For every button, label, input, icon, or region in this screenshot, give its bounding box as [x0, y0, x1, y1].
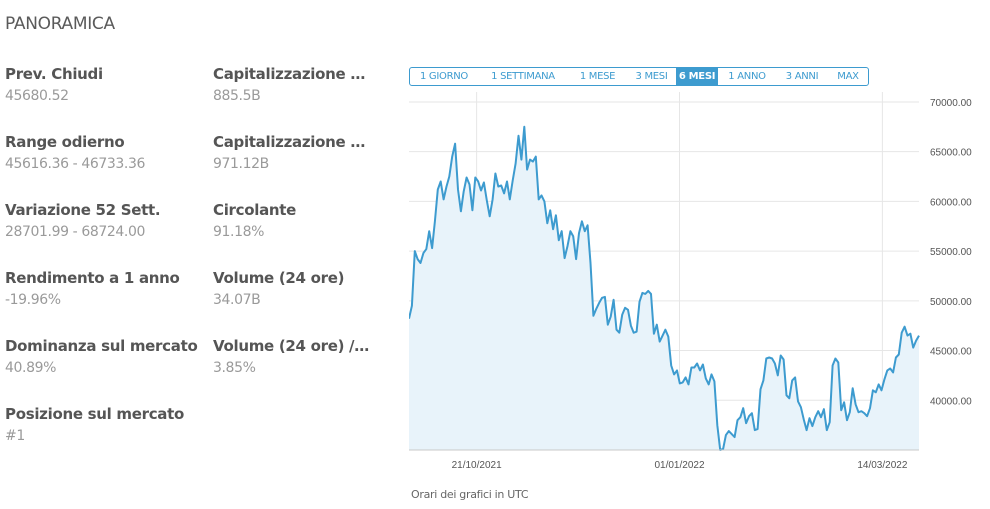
chart-timezone-note: Orari dei grafici in UTC	[411, 488, 529, 501]
stat-label: Circolante	[213, 201, 297, 219]
tab-3-anni[interactable]: 3 ANNI	[785, 71, 819, 82]
x-axis: 21/10/2021 01/01/2022 14/03/2022	[409, 449, 919, 471]
stat-value: 40.89%	[5, 360, 56, 376]
y-axis: 70000.00 65000.00 60000.00 55000.00 50000.00…	[930, 98, 972, 407]
stat-label: Variazione 52 Sett.	[5, 201, 161, 219]
stat-label: Dominanza sul mercato	[5, 337, 198, 355]
stat-market-cap: Capitalizzazione di ... 885.5B	[213, 65, 373, 104]
stat-market-rank: Posizione sul mercato #1	[5, 405, 200, 444]
stat-label: Posizione sul mercato	[5, 405, 184, 423]
y-tick-label: 60000.00	[930, 197, 972, 208]
tab-3-mesi[interactable]: 3 MESI	[635, 71, 668, 82]
stat-1-year-return: Rendimento a 1 anno -19.96%	[5, 269, 200, 308]
stat-value: 34.07B	[213, 292, 261, 308]
stat-volume-24h: Volume (24 ore) 34.07B	[213, 269, 373, 308]
price-line	[409, 125, 920, 451]
section-title: PANORAMICA	[5, 14, 115, 34]
tab-1-giorno[interactable]: 1 GIORNO	[419, 71, 468, 82]
stat-label: Range odierno	[5, 133, 125, 151]
price-area	[409, 126, 919, 451]
tab-6-mesi[interactable]: 6 MESI	[676, 68, 718, 85]
stat-label: Prev. Chiudi	[5, 65, 103, 83]
y-tick-label: 40000.00	[930, 396, 972, 407]
stat-value: 3.85%	[213, 360, 256, 376]
stat-label: Capitalizzazione di ...	[213, 65, 373, 83]
stat-market-dominance: Dominanza sul mercato 40.89%	[5, 337, 200, 376]
tab-1-settimana[interactable]: 1 SETTIMANA	[491, 71, 555, 82]
x-tick-label: 14/03/2022	[857, 460, 907, 471]
y-tick-label: 65000.00	[930, 148, 972, 159]
stat-prev-close: Prev. Chiudi 45680.52	[5, 65, 200, 104]
stat-circulating: Circolante 91.18%	[213, 201, 373, 240]
stat-value: -19.96%	[5, 292, 61, 308]
stat-day-range: Range odierno 45616.36 - 46733.36	[5, 133, 200, 172]
stat-market-cap-diluted: Capitalizzazione di ... 971.12B	[213, 133, 373, 172]
x-tick-label: 21/10/2021	[452, 460, 502, 471]
price-chart[interactable]: 70000.00 65000.00 60000.00 55000.00 50000.00…	[409, 92, 984, 477]
stat-volume-market-cap: Volume (24 ore) / Ca... 3.85%	[213, 337, 373, 376]
stat-value: 28701.99 - 68724.00	[5, 224, 145, 240]
stat-value: 91.18%	[213, 224, 264, 240]
y-tick-label: 50000.00	[930, 297, 972, 308]
stat-value: 971.12B	[213, 156, 269, 172]
stat-52-week-range: Variazione 52 Sett. 28701.99 - 68724.00	[5, 201, 200, 240]
stat-label: Volume (24 ore)	[213, 269, 345, 287]
y-tick-label: 45000.00	[930, 347, 972, 358]
tab-max[interactable]: MAX	[837, 71, 859, 82]
stat-value: 45680.52	[5, 88, 69, 104]
chart-series	[409, 125, 920, 451]
stat-label: Volume (24 ore) / Ca...	[213, 337, 373, 355]
tab-1-mese[interactable]: 1 MESE	[579, 71, 616, 82]
stat-value: 885.5B	[213, 88, 261, 104]
stat-label: Capitalizzazione di ...	[213, 133, 373, 151]
range-tabs: 1 GIORNO 1 SETTIMANA 1 MESE 3 MESI 6 MES…	[409, 67, 869, 86]
stat-label: Rendimento a 1 anno	[5, 269, 180, 287]
tab-1-anno[interactable]: 1 ANNO	[728, 71, 766, 82]
stat-value: #1	[5, 428, 25, 444]
x-tick-label: 01/01/2022	[654, 460, 704, 471]
y-tick-label: 55000.00	[930, 247, 972, 258]
stat-value: 45616.36 - 46733.36	[5, 156, 145, 172]
y-tick-label: 70000.00	[930, 98, 972, 109]
